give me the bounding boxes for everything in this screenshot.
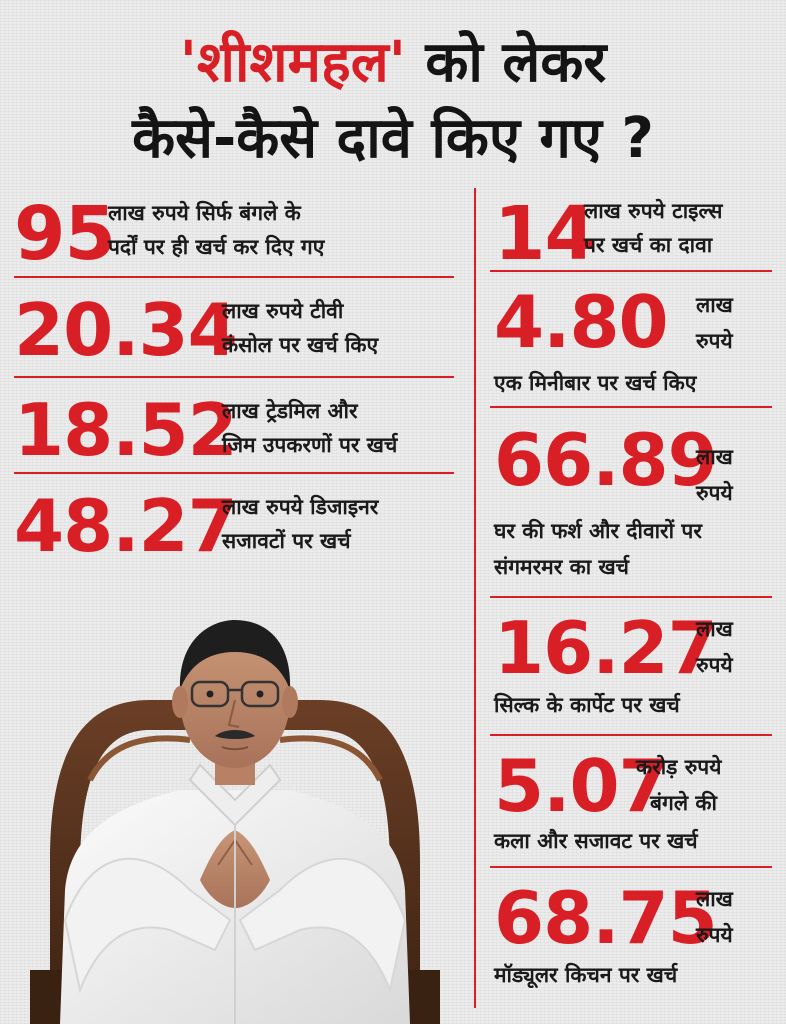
stat-label-line2: कंसोल पर खर्च किए: [222, 333, 379, 357]
stat-label-line1: लाख ट्रेडमिल और: [222, 399, 358, 423]
stat-value: 95: [14, 191, 116, 277]
headline-line-1: 'शीशमहल' को लेकर: [0, 28, 786, 98]
stat-label-line1: लाख रुपये टाइल्स: [584, 199, 723, 223]
stat-unit-line2: रुपये: [696, 329, 733, 353]
stat-value: 4.80: [494, 280, 669, 364]
stat-unit-line2: रुपये: [696, 653, 733, 677]
stat-value: 66.89: [494, 418, 718, 502]
stat-unit-line2: बंगले की: [650, 791, 717, 815]
stat-desc-line1: एक मिनीबार पर खर्च किए: [494, 371, 697, 395]
stat-unit-line1: लाख: [696, 617, 733, 641]
stat-desc-line1: कला और सजावट पर खर्च: [494, 829, 698, 853]
stat-unit-line1: लाख: [696, 293, 733, 317]
stat-value: 14: [494, 191, 596, 277]
stat-label-line2: सजावटों पर खर्च: [222, 529, 351, 553]
stat-label-line2: पर्दों पर ही खर्च कर दिए गए: [108, 235, 325, 259]
stat-desc-line1: सिल्क के कार्पेट पर खर्च: [494, 693, 680, 717]
stat-unit-line2: रुपये: [696, 481, 733, 505]
stat-value: 18.52: [14, 388, 238, 472]
divider: [490, 270, 772, 272]
stat-label-line1: लाख रुपये डिजाइनर: [222, 495, 379, 519]
stat-label-line2: पर खर्च का दावा: [584, 233, 713, 257]
divider: [14, 472, 454, 474]
stat-value: 48.27: [14, 484, 238, 568]
stat-desc-line2: संगमरमर का खर्च: [494, 555, 630, 579]
stat-value: 68.75: [494, 876, 718, 960]
stat-unit-line1: लाख: [696, 887, 733, 911]
column-divider: [474, 188, 476, 1008]
stat-unit-line1: लाख: [696, 445, 733, 469]
stat-value: 5.07: [494, 744, 669, 828]
person-photo: [20, 590, 450, 1024]
stat-label-line1: लाख रुपये सिर्फ बंगले के: [108, 201, 301, 225]
divider: [490, 866, 772, 868]
stat-value: 20.34: [14, 288, 238, 372]
stat-value: 16.27: [494, 606, 718, 690]
divider: [14, 276, 454, 278]
headline-line-2: कैसे-कैसे दावे किए गए ?: [132, 106, 654, 171]
headline-rest: को लेकर: [405, 30, 607, 95]
stat-label-line2: जिम उपकरणों पर खर्च: [222, 433, 398, 457]
divider: [490, 406, 772, 408]
divider: [14, 376, 454, 378]
stat-desc-line1: घर की फर्श और दीवारों पर: [494, 519, 702, 543]
stat-desc-line1: मॉड्यूलर किचन पर खर्च: [494, 963, 678, 987]
stat-unit-line2: रुपये: [696, 923, 733, 947]
divider: [490, 596, 772, 598]
stat-unit-line1: करोड़ रुपये: [636, 755, 722, 779]
stat-label-line1: लाख रुपये टीवी: [222, 299, 344, 323]
headline-highlight: 'शीशमहल': [179, 30, 406, 95]
divider: [490, 734, 772, 736]
